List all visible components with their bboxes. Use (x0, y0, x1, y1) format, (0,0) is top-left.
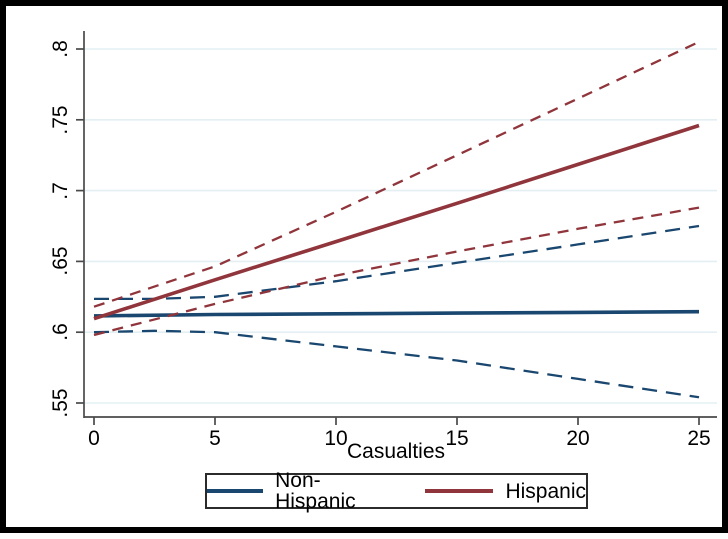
y-tick-label-.8: .8 (49, 40, 72, 58)
legend: Non-Hispanic Hispanic (205, 470, 588, 512)
x-tick-label-20: 20 (566, 427, 590, 450)
x-tick-label-15: 15 (445, 427, 469, 450)
x-tick-label-10: 10 (324, 427, 348, 450)
y-tick-label-.75: .75 (49, 105, 72, 135)
x-tick-label-25: 25 (687, 427, 711, 450)
legend-line-swatch-hispanic (425, 489, 494, 493)
legend-entry-hispanic: Hispanic (425, 481, 586, 502)
series-hispanic-ci-upper-line (93, 40, 700, 308)
series-non-hispanic-ci-lower-line (93, 329, 700, 399)
series-hispanic-ci-lower-line (93, 206, 700, 337)
x-axis-title: Casualties (346, 440, 446, 463)
series-hispanic-fit-line (93, 123, 700, 321)
plot-area (76, 31, 717, 425)
y-tick-label-.65: .65 (49, 246, 72, 276)
series-non-hispanic-fit-line (93, 309, 700, 318)
y-tick-label-.55: .55 (49, 388, 72, 418)
legend-label-non-hispanic: Non-Hispanic (275, 469, 356, 513)
x-tick-label-5: 5 (209, 427, 221, 450)
legend-entry-non-hispanic: Non-Hispanic (207, 470, 379, 512)
x-tick-label-0: 0 (88, 427, 100, 450)
legend-line-swatch-non-hispanic (207, 489, 264, 493)
y-tick-label-.7: .7 (49, 181, 72, 200)
y-tick-label-.6: .6 (49, 323, 72, 341)
legend-label-hispanic: Hispanic (505, 479, 586, 503)
